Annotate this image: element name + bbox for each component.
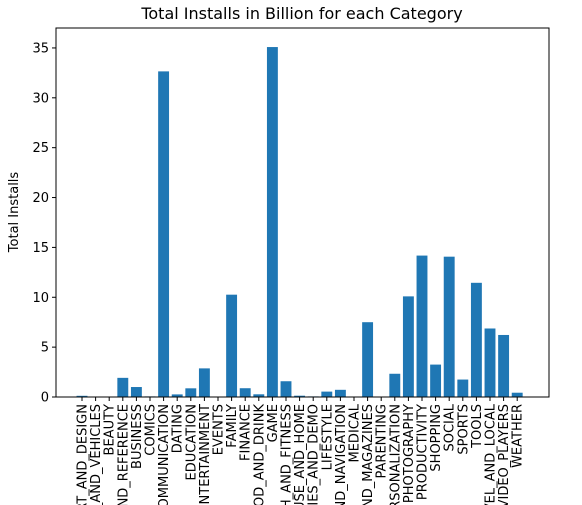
bar-game	[266, 47, 278, 398]
bar-family	[226, 294, 238, 397]
x-tick-label: PRODUCTIVITY	[416, 404, 431, 500]
bar-business	[130, 387, 142, 397]
bar-travel-and-local	[484, 328, 496, 397]
bar-lifestyle	[321, 391, 333, 397]
x-axis: ART_AND_DESIGNAUTO_AND_VEHICLESBEAUTYBOO…	[76, 397, 526, 505]
x-tick-label: FOOD_AND_DRINK	[252, 404, 267, 505]
x-tick-label: AUTO_AND_VEHICLES	[89, 404, 104, 505]
x-tick-label: COMICS	[144, 404, 159, 456]
bar-social	[443, 256, 455, 397]
x-tick-label: PHOTOGRAPHY	[402, 404, 417, 503]
x-tick-label: SOCIAL	[443, 403, 458, 451]
x-tick-label: NEWS_AND_MAGAZINES	[361, 404, 376, 505]
x-tick-label: EVENTS	[212, 404, 227, 455]
x-tick-label: MEDICAL	[348, 403, 363, 462]
x-tick-label: PARENTING	[375, 404, 390, 478]
x-tick-label: HOUSE_AND_HOME	[293, 404, 308, 505]
x-tick-label: SPORTS	[456, 404, 471, 455]
x-tick-label: TRAVEL_AND_LOCAL	[484, 403, 499, 505]
bar-entertainment	[198, 368, 210, 397]
x-tick-label: BUSINESS	[130, 404, 145, 469]
bar-education	[185, 388, 197, 397]
x-tick-label: VIDEO_PLAYERS	[497, 404, 512, 505]
x-tick-label: BOOKS_AND_REFERENCE	[116, 404, 131, 505]
x-tick-label: GAME	[266, 404, 281, 442]
bar-maps-and-navigation	[334, 389, 346, 397]
y-tick-label: 0	[41, 391, 49, 406]
y-tick-label: 15	[32, 241, 49, 256]
x-tick-label: FAMILY	[225, 404, 240, 448]
bar-finance	[239, 388, 251, 397]
x-tick-label: LIFESTYLE	[320, 404, 335, 470]
x-tick-label: ART_AND_DESIGN	[76, 404, 91, 505]
x-tick-label: SHOPPING	[429, 404, 444, 472]
x-tick-label: HEALTH_AND_FITNESS	[280, 404, 295, 505]
chart-title: Total Installs in Billion for each Categ…	[140, 4, 462, 23]
y-tick-label: 30	[32, 91, 49, 106]
bar-dating	[171, 394, 183, 397]
x-tick-label: MAPS_AND_NAVIGATION	[334, 404, 349, 505]
bar-personalization	[389, 373, 401, 397]
y-tick-label: 5	[41, 341, 49, 356]
plot-frame	[55, 27, 550, 398]
y-tick-label: 25	[32, 141, 49, 156]
x-tick-label: LIBRARIES_AND_DEMO	[307, 404, 322, 505]
bar-shopping	[430, 364, 442, 397]
bar-video-players	[498, 334, 510, 397]
y-axis: 0 5 10 15 20 25 30 35	[32, 41, 56, 406]
x-tick-label: COMMUNICATION	[157, 404, 172, 505]
y-tick-label: 20	[32, 191, 49, 206]
bar-art-and-design	[76, 395, 88, 397]
y-axis-label: Total Installs	[7, 172, 22, 254]
bar-weather	[511, 392, 523, 397]
y-tick-label: 35	[32, 41, 49, 56]
bar-photography	[402, 296, 414, 397]
bar-news-and-magazines	[362, 322, 374, 397]
x-tick-label: PERSONALIZATION	[388, 404, 403, 505]
x-tick-label: EDUCATION	[184, 404, 199, 480]
x-tick-label: BEAUTY	[103, 404, 118, 455]
bar-books-and-reference	[117, 377, 129, 397]
x-tick-label: ENTERTAINMENT	[198, 404, 213, 505]
bar-health-and-fitness	[280, 381, 292, 397]
bar-house-and-home	[294, 395, 306, 397]
x-tick-label: TOOLS	[470, 404, 485, 449]
x-tick-label: FINANCE	[239, 404, 254, 461]
bar-productivity	[416, 255, 428, 397]
bar-food-and-drink	[253, 394, 265, 397]
bar-tools	[470, 282, 482, 397]
x-tick-label: WEATHER	[511, 404, 526, 468]
bar-sports	[457, 379, 469, 397]
bars-group	[76, 47, 523, 398]
y-tick-label: 10	[32, 291, 49, 306]
x-tick-label: DATING	[171, 404, 186, 453]
bar-communication	[158, 71, 170, 397]
